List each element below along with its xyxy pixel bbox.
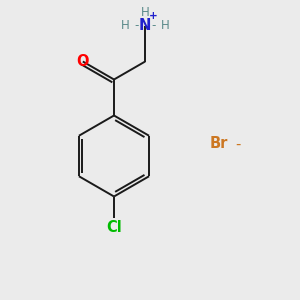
Text: +: + [149, 11, 158, 22]
Text: H: H [161, 19, 170, 32]
Text: H: H [120, 19, 129, 32]
Text: -: - [235, 136, 240, 152]
Text: Br: Br [210, 136, 228, 152]
Text: N: N [139, 18, 152, 33]
Text: Cl: Cl [106, 220, 122, 235]
Text: O: O [76, 54, 89, 69]
Text: -: - [135, 19, 139, 32]
Text: H: H [141, 6, 150, 20]
Text: -: - [152, 19, 156, 32]
